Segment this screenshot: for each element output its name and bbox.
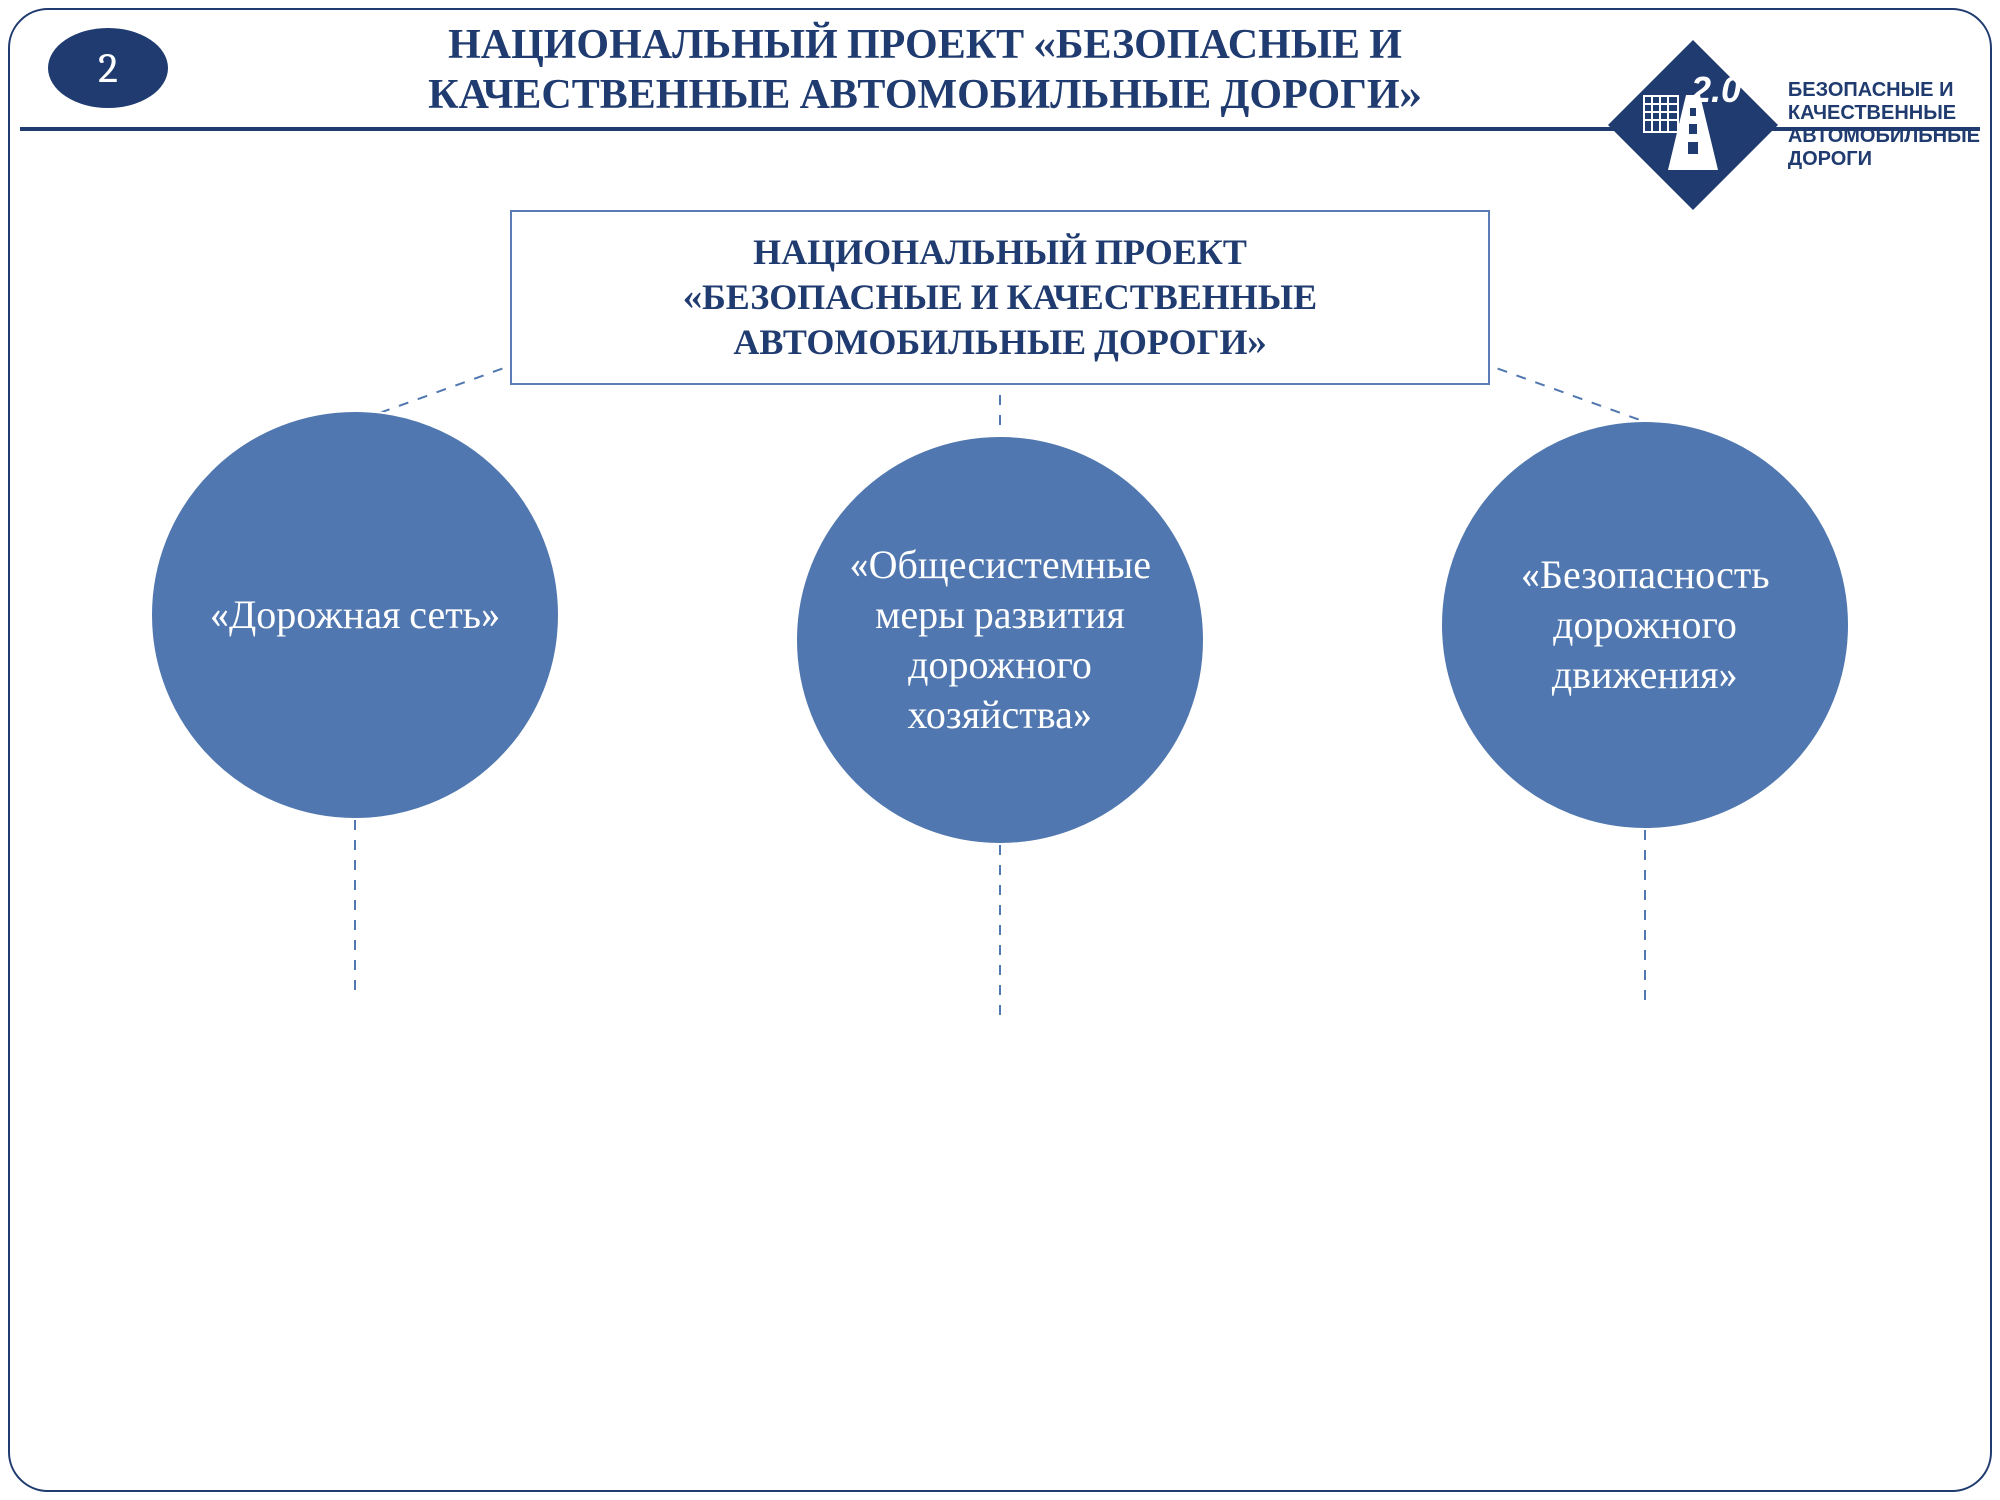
circle-road-network: «Дорожная сеть» [150,410,560,820]
svg-text:2.0: 2.0 [1690,69,1741,110]
root-line-3: АВТОМОБИЛЬНЫЕ ДОРОГИ» [542,320,1458,365]
logo-text-line-2: КАЧЕСТВЕННЫЕ [1788,102,1980,125]
root-line-1: НАЦИОНАЛЬНЫЙ ПРОЕКТ [542,230,1458,275]
title-line-1: НАЦИОНАЛЬНЫЙ ПРОЕКТ «БЕЗОПАСНЫЕ И [200,20,1650,70]
circle-label: «Дорожная сеть» [209,590,500,640]
logo-text-line-4: ДОРОГИ [1788,148,1980,171]
circle-label: «Общесистемные меры развития дорожного х… [827,540,1173,740]
root-line-2: «БЕЗОПАСНЫЕ И КАЧЕСТВЕННЫЕ [542,275,1458,320]
circle-road-safety: «Безопасность дорожного движения» [1440,420,1850,830]
logo-text: БЕЗОПАСНЫЕ И КАЧЕСТВЕННЫЕ АВТОМОБИЛЬНЫЕ … [1788,79,1980,171]
title-line-2: КАЧЕСТВЕННЫЕ АВТОМОБИЛЬНЫЕ ДОРОГИ» [200,70,1650,120]
logo-text-line-1: БЕЗОПАСНЫЕ И [1788,79,1980,102]
circle-label: «Безопасность дорожного движения» [1472,550,1818,700]
logo: 2.0 БЕЗОПАСНЫЕ И КАЧЕСТВЕННЫЕ АВТОМОБИЛЬ… [1608,40,1980,210]
root-project-box: НАЦИОНАЛЬНЫЙ ПРОЕКТ «БЕЗОПАСНЫЕ И КАЧЕСТ… [510,210,1490,385]
page-number: 2 [98,44,118,93]
logo-diamond-icon: 2.0 [1608,40,1778,210]
page-number-badge: 2 [48,28,168,108]
circle-system-measures: «Общесистемные меры развития дорожного х… [795,435,1205,845]
logo-text-line-3: АВТОМОБИЛЬНЫЕ [1788,125,1980,148]
slide-title: НАЦИОНАЛЬНЫЙ ПРОЕКТ «БЕЗОПАСНЫЕ И КАЧЕСТ… [200,20,1650,121]
